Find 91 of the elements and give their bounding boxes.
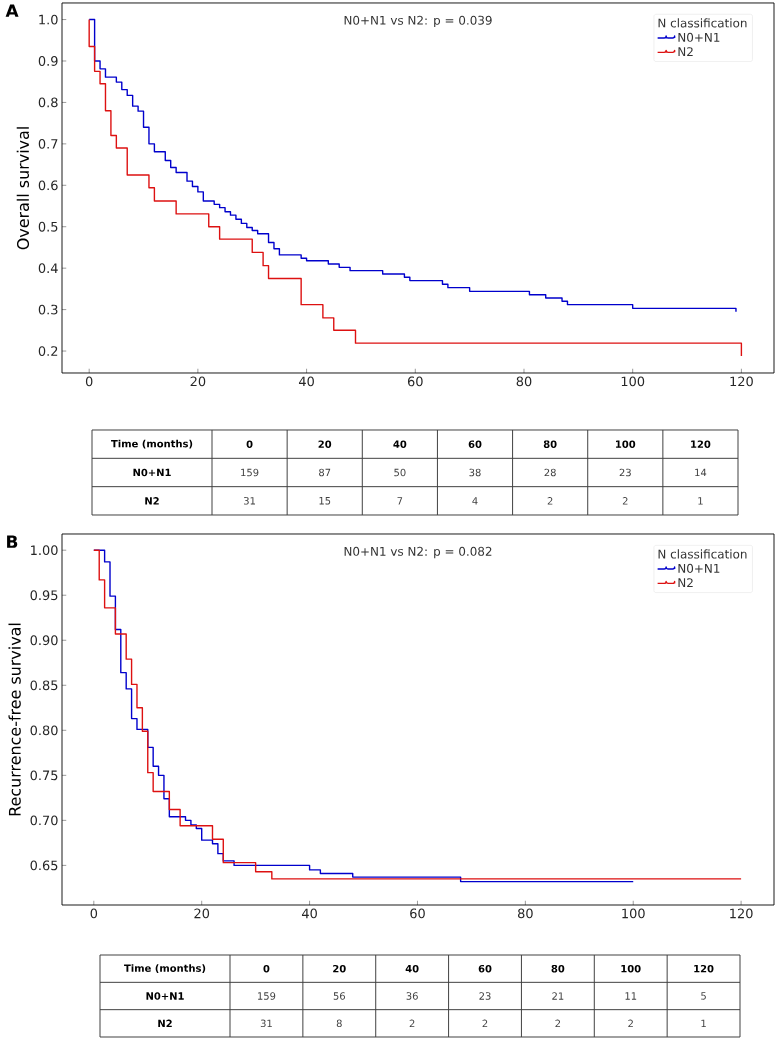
- x-tick-label: 80: [516, 376, 532, 387]
- x-tick-label: 0: [85, 376, 93, 387]
- x-tick-label: 40: [298, 376, 314, 387]
- x-tick-label: 0: [263, 964, 270, 973]
- data-label: 28: [544, 468, 556, 477]
- data-label: 2: [482, 1019, 488, 1028]
- x-tick-label: 60: [468, 440, 482, 448]
- x-tick-label: 60: [410, 908, 425, 919]
- y-tick-label: N0+N1: [133, 468, 171, 477]
- annotation: N0+N1 vs N2: p = 0.039: [344, 15, 492, 28]
- data-label: 5: [701, 992, 706, 1000]
- y-tick-label: 0.4: [38, 263, 58, 274]
- legend-label: N0+N1: [678, 32, 720, 42]
- y-tick-label: N0+N1: [146, 992, 184, 1000]
- y-tick-label: 1.00: [31, 545, 58, 556]
- legend-title: N classification: [658, 549, 747, 559]
- data-label: 2: [547, 497, 553, 505]
- data-label: 2: [409, 1019, 415, 1028]
- x-tick-label: 0: [90, 908, 98, 919]
- y-tick-label: 0.9: [38, 56, 58, 66]
- data-label: 50: [394, 468, 406, 477]
- y-axis-title: Recurrence-free survival: [8, 623, 21, 816]
- data-label: 11: [625, 992, 637, 1000]
- data-label: 23: [619, 468, 631, 477]
- x-tick-label: 0: [246, 440, 253, 448]
- data-label: 56: [333, 992, 346, 1000]
- y-tick-label: 0.8: [38, 97, 58, 108]
- data-label: 15: [319, 497, 331, 505]
- x-tick-label: 40: [405, 964, 419, 973]
- x-tick-label: 40: [393, 440, 407, 448]
- data-label: 4: [472, 497, 478, 505]
- data-label: 159: [258, 992, 276, 1000]
- chart-title: B: [7, 535, 18, 548]
- x-tick-label: 20: [318, 440, 332, 448]
- x-axis-title: Time (months): [124, 964, 206, 974]
- data-label: 23: [479, 992, 491, 1000]
- legend-label: N0+N1: [678, 563, 720, 573]
- x-tick-label: 100: [616, 440, 636, 448]
- x-tick-label: 20: [194, 908, 210, 919]
- y-tick-label: 0.90: [30, 635, 58, 646]
- y-tick-label: 0.95: [30, 590, 58, 601]
- legend-title: N classification: [658, 18, 747, 28]
- y-tick-label: 0.85: [30, 680, 58, 691]
- x-tick-label: 100: [621, 376, 645, 387]
- data-label: 2: [628, 1019, 633, 1028]
- x-tick-label: 100: [622, 908, 645, 919]
- x-tick-label: 20: [333, 964, 346, 973]
- x-tick-label: 120: [730, 376, 753, 387]
- annotation: N0+N1 vs N2: p = 0.082: [344, 546, 492, 559]
- x-tick-label: 120: [691, 440, 711, 448]
- y-tick-label: 0.6: [38, 180, 58, 191]
- y-tick-label: 0.70: [30, 815, 58, 826]
- data-label: 21: [552, 992, 564, 1000]
- x-tick-label: 20: [190, 376, 206, 387]
- x-tick-label: 60: [407, 376, 423, 387]
- x-tick-label: 80: [551, 964, 565, 973]
- data-label: 8: [336, 1019, 342, 1028]
- data-label: 14: [695, 468, 707, 477]
- data-label: 31: [244, 497, 255, 505]
- data-label: 7: [397, 497, 403, 505]
- legend-label: N2: [678, 578, 693, 588]
- data-label: 2: [555, 1019, 561, 1028]
- x-tick-label: 80: [543, 440, 557, 448]
- data-label: 1: [701, 1019, 706, 1027]
- y-tick-label: 0.2: [38, 346, 58, 356]
- y-tick-label: 0.80: [30, 725, 58, 736]
- x-tick-label: 100: [621, 964, 641, 973]
- y-tick-label: 0.65: [30, 860, 58, 871]
- data-label: 36: [406, 992, 418, 1000]
- x-tick-label: 120: [694, 964, 714, 973]
- legend-label: N2: [678, 47, 693, 57]
- y-tick-label: 0.75: [30, 770, 58, 781]
- x-tick-label: 120: [730, 908, 753, 919]
- data-label: 2: [622, 497, 628, 505]
- y-tick-label: 1.0: [39, 14, 58, 25]
- y-tick-label: 0.7: [38, 138, 58, 149]
- x-tick-label: 60: [478, 964, 492, 973]
- y-tick-label: N2: [145, 497, 159, 505]
- x-axis-title: Time (months): [111, 439, 193, 449]
- x-tick-label: 40: [301, 908, 317, 919]
- x-tick-label: 80: [517, 908, 533, 919]
- chart-title: A: [5, 4, 19, 17]
- y-tick-label: 0.5: [38, 221, 58, 232]
- data-label: 38: [469, 468, 481, 477]
- data-label: 31: [260, 1019, 272, 1028]
- data-label: 159: [241, 468, 259, 477]
- y-tick-label: N2: [158, 1019, 172, 1028]
- y-axis-title: Overall survival: [16, 127, 30, 250]
- data-label: 1: [698, 497, 703, 505]
- data-label: 87: [319, 468, 331, 477]
- y-tick-label: 0.3: [38, 304, 58, 315]
